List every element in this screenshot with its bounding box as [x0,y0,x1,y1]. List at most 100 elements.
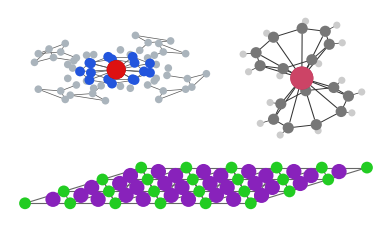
Circle shape [117,82,124,90]
Circle shape [232,173,244,185]
Circle shape [136,192,151,207]
Circle shape [165,64,172,72]
Circle shape [343,91,354,102]
Circle shape [358,88,365,96]
Circle shape [174,180,190,195]
Circle shape [278,63,289,74]
Circle shape [247,176,263,191]
Circle shape [123,168,138,183]
Circle shape [155,96,163,103]
Circle shape [145,68,155,78]
Circle shape [118,188,134,203]
Circle shape [240,51,247,58]
Circle shape [45,192,61,207]
Circle shape [265,180,280,195]
Circle shape [64,75,72,82]
Circle shape [127,51,134,59]
Circle shape [117,46,124,54]
Circle shape [241,164,256,179]
Circle shape [83,77,91,85]
Circle shape [127,84,134,92]
Circle shape [182,85,189,93]
Circle shape [152,61,160,68]
Circle shape [322,173,334,185]
Circle shape [130,75,140,85]
Circle shape [283,122,294,133]
Circle shape [303,168,319,183]
Circle shape [128,52,138,62]
Circle shape [324,39,335,50]
Circle shape [226,192,241,207]
Circle shape [73,81,80,89]
Circle shape [132,31,139,39]
Circle shape [130,58,140,68]
Circle shape [167,37,174,45]
Circle shape [300,81,307,88]
Circle shape [258,168,274,183]
Circle shape [102,97,109,104]
Circle shape [91,192,106,207]
Circle shape [152,75,160,82]
Circle shape [128,74,138,84]
Circle shape [85,58,94,68]
Circle shape [107,79,117,89]
Circle shape [103,74,113,84]
Circle shape [67,91,74,99]
Circle shape [34,50,42,58]
Circle shape [109,197,121,209]
Circle shape [62,40,69,47]
Circle shape [200,197,212,209]
Circle shape [290,67,313,90]
Circle shape [83,51,91,59]
Circle shape [69,64,76,72]
Circle shape [254,60,266,71]
Circle shape [64,197,76,209]
Circle shape [90,51,98,59]
Circle shape [73,54,80,62]
Circle shape [180,162,192,173]
Circle shape [144,39,152,46]
Circle shape [188,83,196,91]
Circle shape [96,173,108,185]
Circle shape [182,50,189,58]
Circle shape [250,47,262,58]
Circle shape [62,96,69,103]
Circle shape [89,90,96,97]
Circle shape [320,26,331,37]
Circle shape [348,109,356,116]
Circle shape [151,51,158,59]
Circle shape [50,54,57,61]
Circle shape [84,180,99,195]
Circle shape [333,22,340,29]
Circle shape [271,162,283,173]
Circle shape [339,39,346,46]
Circle shape [57,87,65,95]
Circle shape [19,197,31,209]
Circle shape [328,82,339,93]
Circle shape [144,54,151,62]
Circle shape [90,84,98,92]
Circle shape [245,68,252,75]
Circle shape [277,132,284,139]
Circle shape [129,180,145,195]
Circle shape [145,59,155,68]
Circle shape [311,119,322,130]
Circle shape [107,60,126,79]
Circle shape [202,176,218,191]
Circle shape [103,185,115,197]
Circle shape [254,188,269,203]
Circle shape [331,164,347,179]
Circle shape [57,48,65,56]
Circle shape [286,164,301,179]
Circle shape [144,81,151,89]
Circle shape [209,188,224,203]
Circle shape [257,120,264,127]
Circle shape [86,59,96,68]
Circle shape [45,45,53,53]
Circle shape [75,67,85,76]
Circle shape [86,68,96,78]
Circle shape [151,77,158,85]
Circle shape [338,77,345,84]
Circle shape [277,173,289,185]
Circle shape [196,164,211,179]
